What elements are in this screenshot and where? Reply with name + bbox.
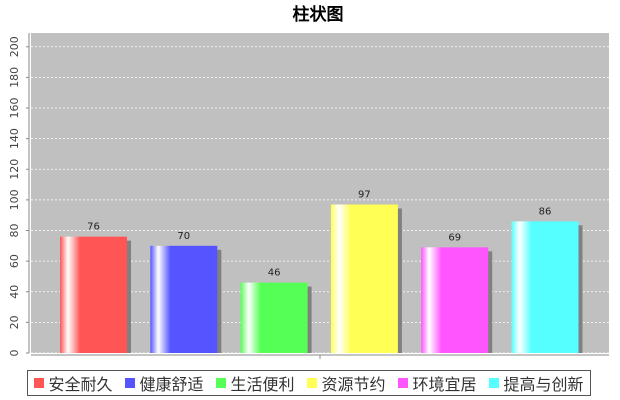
legend-swatch	[398, 378, 409, 388]
y-tick-label: 160	[8, 98, 21, 119]
chart-title: 柱状图	[293, 4, 344, 25]
y-tick-label: 60	[8, 254, 21, 268]
value-label: 46	[268, 268, 281, 279]
bar	[150, 245, 218, 353]
legend-label: 资源节约	[321, 375, 386, 394]
y-tick-label: 180	[8, 67, 21, 88]
bar	[330, 204, 398, 353]
value-label: 69	[448, 232, 461, 243]
legend-item: 提高与创新	[489, 371, 584, 395]
legend-label: 生活便利	[230, 375, 295, 394]
legend-label: 提高与创新	[503, 375, 584, 394]
legend-swatch	[307, 378, 318, 388]
legend-label: 健康舒适	[139, 375, 204, 394]
legend-item: 安全耐久	[34, 371, 113, 395]
legend-item: 生活便利	[216, 371, 295, 395]
legend-item: 环境宜居	[398, 371, 477, 395]
bar	[421, 247, 489, 353]
legend-swatch	[125, 378, 136, 388]
y-tick-label: 100	[8, 189, 21, 210]
value-label: 97	[358, 189, 371, 200]
y-tick-label: 40	[8, 285, 21, 299]
value-label: 86	[539, 206, 552, 217]
legend-swatch	[489, 378, 500, 388]
y-tick-label: 120	[8, 159, 21, 180]
y-tick-label: 20	[8, 315, 21, 329]
value-label: 70	[177, 231, 190, 242]
legend-swatch	[34, 378, 45, 388]
y-tick-label: 80	[8, 224, 21, 238]
y-tick-label: 140	[8, 128, 21, 149]
legend-item: 健康舒适	[125, 371, 204, 395]
bar	[511, 221, 579, 353]
bar	[60, 236, 127, 353]
value-label: 76	[87, 222, 100, 233]
legend-label: 环境宜居	[412, 375, 477, 394]
bar	[240, 282, 308, 353]
legend-swatch	[216, 378, 227, 388]
y-tick-label: 200	[8, 36, 21, 57]
legend-label: 安全耐久	[48, 375, 113, 394]
chart: 柱状图 0 20 40 60 80 100 120 140 160 180 200 76 70 46 97 6…	[8, 4, 609, 359]
y-tick-label: 0	[8, 350, 21, 357]
legend: 安全耐久 健康舒适 生活便利 资源节约 环境宜居 提高与创新	[27, 370, 591, 396]
legend-item: 资源节约	[307, 371, 386, 395]
